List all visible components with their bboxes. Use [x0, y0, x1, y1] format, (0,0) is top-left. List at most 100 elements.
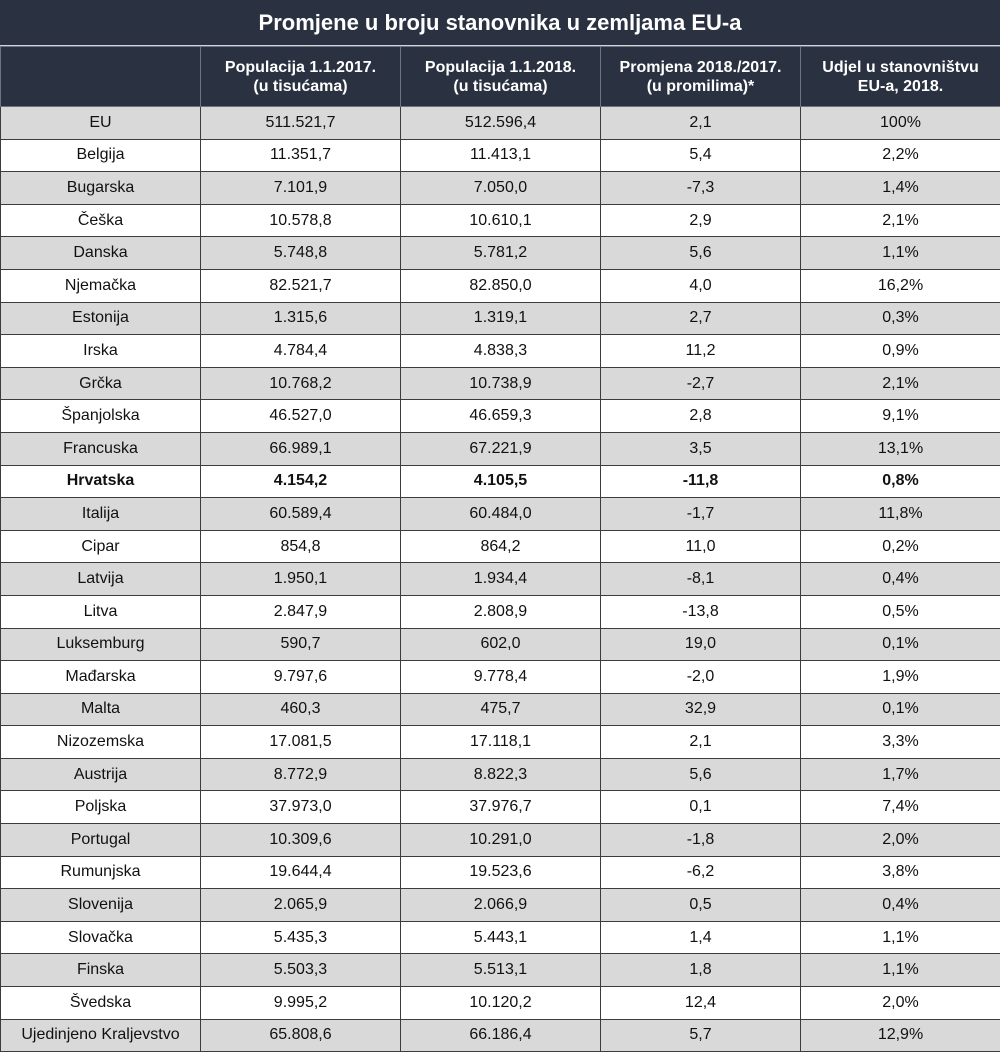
cell-share: 0,8% [800, 464, 1000, 499]
cell-share: 2,1% [800, 366, 1000, 401]
cell-change: 1,8 [600, 953, 801, 988]
header-change-line2: (u promilima)* [646, 77, 755, 95]
cell-share: 0,5% [800, 594, 1000, 629]
cell-pop2018: 19.523,6 [400, 855, 601, 890]
table-row: Latvija 1.950,1 1.934,4 -8,1 0,4% [0, 562, 1000, 596]
cell-country: Irska [0, 334, 201, 368]
cell-pop2017: 19.644,4 [200, 855, 401, 890]
table-row: Španjolska 46.527,0 46.659,3 2,8 9,1% [0, 399, 1000, 433]
cell-change: -11,8 [600, 464, 801, 499]
cell-country: Češka [0, 203, 201, 238]
cell-share: 2,0% [800, 986, 1000, 1020]
cell-pop2017: 9.995,2 [200, 986, 401, 1020]
cell-share: 1,9% [800, 660, 1000, 694]
cell-share: 1,4% [800, 171, 1000, 205]
table-header: Populacija 1.1.2017. (u tisućama) Popula… [0, 46, 1000, 107]
cell-country: Slovačka [0, 920, 201, 955]
table-row: Malta 460,3 475,7 32,9 0,1% [0, 692, 1000, 727]
cell-pop2017: 5.503,3 [200, 953, 401, 988]
cell-share: 0,4% [800, 562, 1000, 596]
table-row: Slovenija 2.065,9 2.066,9 0,5 0,4% [0, 888, 1000, 922]
cell-country: Belgija [0, 138, 201, 173]
cell-pop2017: 82.521,7 [200, 268, 401, 303]
cell-country: Hrvatska [0, 464, 201, 499]
cell-pop2018: 5.781,2 [400, 236, 601, 270]
cell-pop2018: 10.610,1 [400, 203, 601, 238]
cell-country: Njemačka [0, 268, 201, 303]
cell-change: 32,9 [600, 692, 801, 727]
header-pop2017-line1: Populacija 1.1.2017. [224, 58, 377, 76]
cell-share: 2,1% [800, 203, 1000, 238]
cell-country: Latvija [0, 562, 201, 596]
cell-pop2017: 10.578,8 [200, 203, 401, 238]
cell-pop2017: 2.847,9 [200, 594, 401, 629]
cell-country: Finska [0, 953, 201, 988]
cell-country: Luksemburg [0, 627, 201, 662]
cell-change: -7,3 [600, 171, 801, 205]
cell-pop2018: 17.118,1 [400, 725, 601, 759]
cell-pop2018: 60.484,0 [400, 497, 601, 531]
cell-change: 5,6 [600, 757, 801, 792]
cell-change: 2,7 [600, 301, 801, 336]
table-row: Irska 4.784,4 4.838,3 11,2 0,9% [0, 334, 1000, 368]
cell-pop2017: 590,7 [200, 627, 401, 662]
cell-share: 0,1% [800, 627, 1000, 662]
table-row: Poljska 37.973,0 37.976,7 0,1 7,4% [0, 790, 1000, 825]
cell-pop2017: 7.101,9 [200, 171, 401, 205]
header-cell-pop2017: Populacija 1.1.2017. (u tisućama) [200, 46, 401, 107]
cell-change: 2,1 [600, 106, 801, 140]
cell-pop2018: 512.596,4 [400, 106, 601, 140]
header-pop2018-line1: Populacija 1.1.2018. [424, 58, 577, 76]
cell-country: Litva [0, 594, 201, 629]
cell-pop2018: 7.050,0 [400, 171, 601, 205]
cell-change: 2,9 [600, 203, 801, 238]
cell-pop2017: 11.351,7 [200, 138, 401, 173]
cell-share: 3,8% [800, 855, 1000, 890]
cell-pop2017: 1.315,6 [200, 301, 401, 336]
table-body: EU 511.521,7 512.596,4 2,1 100% Belgija 11.351… [0, 106, 1000, 1053]
cell-share: 1,1% [800, 920, 1000, 955]
cell-pop2018: 475,7 [400, 692, 601, 727]
table-row: Francuska 66.989,1 67.221,9 3,5 13,1% [0, 431, 1000, 466]
table-row: Portugal 10.309,6 10.291,0 -1,8 2,0% [0, 823, 1000, 857]
cell-country: Rumunjska [0, 855, 201, 890]
header-row: Populacija 1.1.2017. (u tisućama) Popula… [0, 46, 1000, 107]
cell-country: Ujedinjeno Kraljevstvo [0, 1018, 201, 1053]
cell-country: Francuska [0, 431, 201, 466]
cell-pop2018: 11.413,1 [400, 138, 601, 173]
cell-pop2017: 60.589,4 [200, 497, 401, 531]
cell-pop2018: 2.808,9 [400, 594, 601, 629]
cell-change: 11,2 [600, 334, 801, 368]
table-row: Italija 60.589,4 60.484,0 -1,7 11,8% [0, 497, 1000, 531]
header-cell-share: Udjel u stanovništvu EU-a, 2018. [800, 46, 1000, 107]
cell-pop2018: 10.120,2 [400, 986, 601, 1020]
cell-change: 5,7 [600, 1018, 801, 1053]
cell-pop2018: 9.778,4 [400, 660, 601, 694]
header-cell-pop2018: Populacija 1.1.2018. (u tisućama) [400, 46, 601, 107]
table-row: Ujedinjeno Kraljevstvo 65.808,6 66.186,4 5,… [0, 1018, 1000, 1053]
cell-change: 0,1 [600, 790, 801, 825]
table-row: Češka 10.578,8 10.610,1 2,9 2,1% [0, 203, 1000, 238]
cell-change: 2,1 [600, 725, 801, 759]
cell-pop2018: 8.822,3 [400, 757, 601, 792]
cell-country: Danska [0, 236, 201, 270]
cell-country: Italija [0, 497, 201, 531]
cell-change: 11,0 [600, 529, 801, 564]
cell-pop2018: 4.105,5 [400, 464, 601, 499]
table-row: EU 511.521,7 512.596,4 2,1 100% [0, 106, 1000, 140]
cell-country: Austrija [0, 757, 201, 792]
cell-change: 12,4 [600, 986, 801, 1020]
cell-country: Poljska [0, 790, 201, 825]
cell-share: 0,4% [800, 888, 1000, 922]
header-pop2018-line2: (u tisućama) [453, 77, 548, 95]
cell-share: 11,8% [800, 497, 1000, 531]
cell-country: Estonija [0, 301, 201, 336]
cell-country: Slovenija [0, 888, 201, 922]
cell-pop2017: 10.309,6 [200, 823, 401, 857]
cell-pop2018: 5.513,1 [400, 953, 601, 988]
cell-change: 5,4 [600, 138, 801, 173]
cell-share: 1,1% [800, 953, 1000, 988]
header-share-line1: Udjel u stanovništvu [822, 58, 979, 76]
cell-share: 1,1% [800, 236, 1000, 270]
